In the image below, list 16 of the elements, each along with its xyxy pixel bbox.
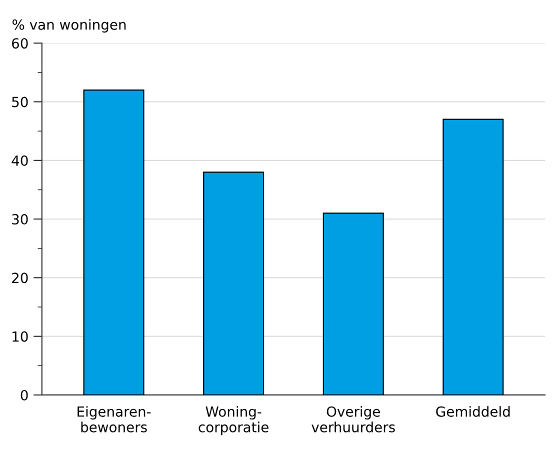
bar <box>83 89 144 395</box>
y-tick-label: 60 <box>12 38 28 49</box>
bar <box>322 212 384 395</box>
bar <box>442 118 504 395</box>
bar <box>203 172 264 395</box>
y-tick-label: 10 <box>12 331 28 342</box>
x-tick-label: Gemiddeld <box>436 406 510 417</box>
y-axis-title: % van woningen <box>12 19 126 33</box>
x-tick-label: Woning- corporatie <box>198 406 268 436</box>
y-tick-label: 40 <box>12 155 28 166</box>
y-tick-label: 0 <box>20 390 28 400</box>
y-tick-label: 50 <box>12 96 28 108</box>
y-tick-label: 20 <box>12 272 28 284</box>
x-tick-label: Overige verhuurders <box>312 406 395 432</box>
y-tick-label: 30 <box>12 214 28 225</box>
x-tick-label: Eigenaren- bewoners <box>78 406 151 432</box>
